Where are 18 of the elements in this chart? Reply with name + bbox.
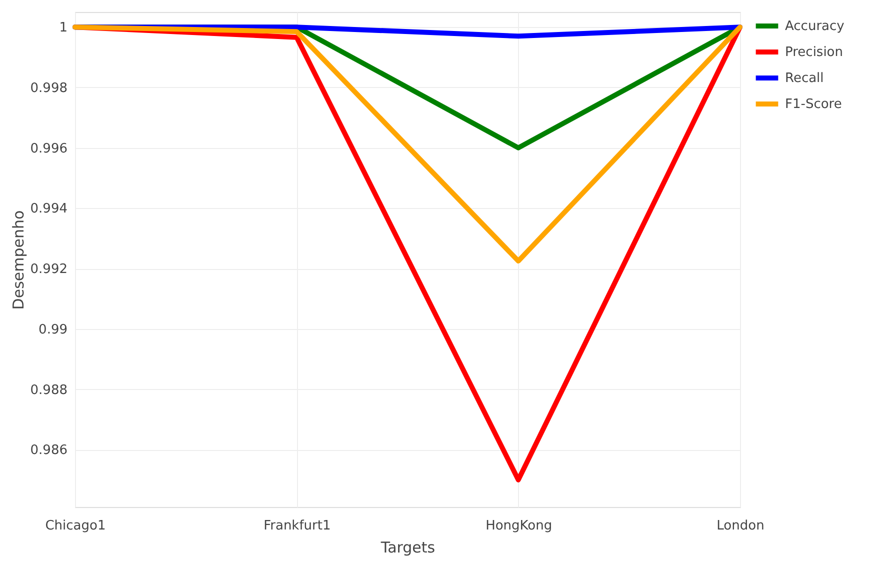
y-axis-title: Desempenho — [9, 210, 28, 310]
legend-label: Precision — [785, 45, 844, 60]
legend-label: Accuracy — [785, 19, 845, 34]
y-tick-label: 0.99 — [38, 322, 68, 338]
x-axis-title: Targets — [380, 538, 436, 556]
y-tick-label: 0.992 — [30, 262, 68, 278]
legend-label: Recall — [785, 71, 824, 86]
x-tick-label: London — [716, 518, 764, 534]
x-tick-label: Chicago1 — [45, 518, 106, 534]
y-tick-label: 0.988 — [30, 382, 68, 398]
legend-label: F1-Score — [785, 97, 842, 112]
x-tick-label: Frankfurt1 — [264, 518, 331, 534]
y-tick-label: 0.998 — [30, 80, 68, 96]
y-tick-label: 1 — [59, 20, 68, 36]
y-tick-label: 0.996 — [30, 141, 68, 156]
x-tick-label: HongKong — [486, 518, 552, 534]
y-tick-label: 0.994 — [30, 202, 68, 217]
y-tick-label: 0.986 — [30, 443, 68, 458]
